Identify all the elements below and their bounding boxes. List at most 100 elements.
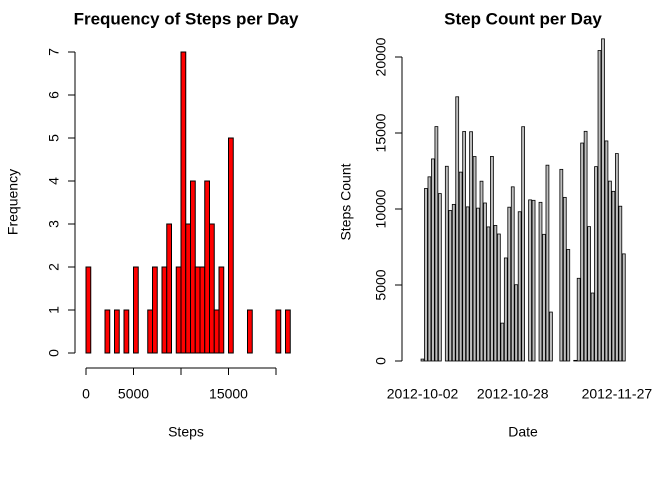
bar (531, 199, 536, 362)
bar (528, 199, 532, 362)
bar (507, 206, 512, 362)
y-tick-label: 20000 (373, 37, 389, 76)
bar (573, 359, 578, 362)
histogram-bar (152, 266, 158, 354)
bar (476, 207, 480, 362)
y-tick-label: 0 (46, 349, 62, 357)
bar (514, 284, 519, 362)
bar (587, 226, 591, 362)
bar (448, 210, 453, 362)
x-axis-title: Steps (168, 424, 204, 440)
bar (434, 126, 439, 362)
bar (549, 311, 553, 362)
bar (451, 203, 456, 362)
bar (608, 180, 612, 362)
y-tick-label: 3 (46, 220, 62, 228)
y-tick-label: 10000 (373, 189, 389, 228)
x-tick-label: 2012-11-27 (582, 386, 653, 402)
bar (438, 193, 442, 362)
bar (621, 253, 626, 362)
bar (517, 211, 522, 362)
bar (545, 164, 550, 362)
y-tick-label: 5000 (373, 269, 389, 300)
y-tick-label: 5 (46, 134, 62, 142)
x-tick-label: 2012-10-02 (387, 386, 459, 402)
bar (431, 158, 435, 362)
bar (614, 153, 619, 362)
bar (465, 206, 470, 362)
bar (503, 257, 508, 362)
bar (566, 249, 571, 362)
bar (576, 277, 581, 362)
y-axis-title: Steps Count (338, 163, 354, 240)
y-tick-label: 2 (46, 263, 62, 271)
bar (510, 186, 515, 362)
x-axis-title: Date (508, 424, 538, 440)
chart-title: Frequency of Steps per Day (74, 9, 299, 28)
histogram-bar (114, 309, 120, 354)
bar (455, 96, 460, 362)
bar (479, 180, 484, 362)
bar (424, 188, 428, 362)
bar (486, 226, 491, 362)
y-tick-label: 0 (373, 357, 389, 365)
bar (583, 130, 588, 362)
bar (521, 126, 526, 362)
histogram-bar (147, 309, 153, 354)
x-tick-label: 0 (82, 386, 90, 402)
histogram-bar (175, 266, 182, 354)
bar (483, 202, 487, 362)
histogram-bar (190, 180, 196, 354)
y-axis-title: Frequency (5, 169, 21, 235)
bar (604, 140, 609, 362)
histogram-bar (275, 309, 282, 354)
histogram-bar (161, 266, 168, 354)
bar (458, 171, 463, 362)
bar (444, 165, 449, 362)
bar (562, 196, 567, 362)
bar (490, 156, 494, 362)
histogram-bar (123, 309, 130, 354)
bar (601, 38, 605, 362)
y-tick-label: 1 (46, 306, 62, 314)
histogram-bar (133, 266, 139, 354)
histogram-bar (104, 309, 111, 354)
histogram-bar (166, 223, 172, 354)
bar (472, 156, 477, 362)
histogram-bar (199, 266, 206, 354)
y-tick-label: 4 (46, 177, 62, 185)
histogram-bar (247, 309, 253, 354)
y-tick-label: 15000 (373, 113, 389, 152)
histogram-bar (213, 309, 220, 354)
bar (580, 142, 585, 362)
histogram-bar (209, 223, 215, 354)
histogram-bar (204, 180, 210, 354)
y-tick-label: 6 (46, 91, 62, 99)
chart-title: Step Count per Day (444, 9, 602, 28)
bar (469, 131, 473, 362)
bar (493, 225, 498, 362)
bar (590, 292, 595, 362)
histogram-bar (85, 266, 92, 354)
bar (611, 190, 616, 362)
bar (542, 233, 546, 362)
bar (594, 166, 598, 362)
bar (538, 201, 543, 362)
bar (559, 168, 564, 362)
bar (427, 176, 432, 362)
x-tick-label: 5000 (118, 386, 149, 402)
bar (420, 358, 425, 362)
histogram-bar (285, 309, 291, 354)
histogram-bar (180, 51, 187, 354)
x-tick-label: 2012-10-28 (477, 386, 549, 402)
bar (597, 50, 602, 362)
bar (618, 205, 623, 362)
histogram-bar (185, 223, 191, 354)
histogram-bar (194, 266, 201, 354)
y-tick-label: 7 (46, 48, 62, 56)
bar (496, 233, 501, 362)
bar (462, 131, 467, 362)
bar (500, 322, 505, 362)
histogram-bar (218, 266, 225, 354)
